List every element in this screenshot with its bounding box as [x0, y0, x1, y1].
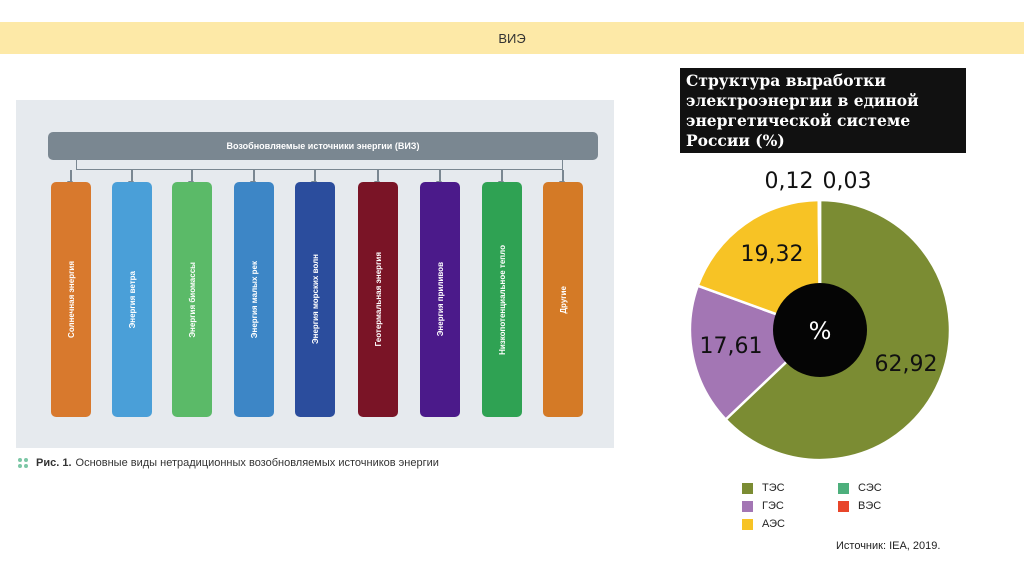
- source-label: Энергия морских волн: [310, 254, 320, 345]
- source-note: Источник: IEA, 2019.: [836, 540, 941, 552]
- arrow-icon: [250, 170, 256, 186]
- source-label: Низкопотенциальное тепло: [497, 244, 507, 355]
- legend-label: ВЭС: [858, 500, 882, 512]
- chart-title-box: Структура выработки электроэнергии в еди…: [680, 68, 966, 153]
- source-bar-sea-waves: Энергия морских волн: [295, 182, 335, 417]
- legend-swatch: [742, 482, 753, 494]
- header-bar: ВИЭ: [0, 22, 1024, 54]
- arrow-icon: [374, 170, 380, 186]
- source-label: Солнечная энергия: [66, 261, 76, 338]
- source-bar-low-grade-heat: Низкопотенциальное тепло: [482, 182, 522, 417]
- pie-center: [773, 283, 867, 377]
- source-bar-wind: Энергия ветра: [112, 182, 152, 417]
- caption-text: Основные виды нетрадиционных возобновляе…: [75, 457, 439, 469]
- arrow-icon: [498, 170, 504, 186]
- connector-line: [76, 160, 563, 170]
- arrow-icon: [436, 170, 442, 186]
- source-bar-biomass: Энергия биомассы: [172, 182, 212, 417]
- page-title: ВИЭ: [498, 30, 526, 46]
- arrow-icon: [67, 170, 73, 186]
- source-bar-other: Другие: [543, 182, 583, 417]
- legend-item: ГЭС: [742, 500, 784, 512]
- figure-caption: Рис. 1. Основные виды нетрадиционных воз…: [18, 457, 439, 469]
- legend-label: СЭС: [858, 482, 882, 494]
- arrow-icon: [311, 170, 317, 186]
- source-bar-solar: Солнечная энергия: [51, 182, 91, 417]
- legend-item: ВЭС: [838, 500, 881, 512]
- data-label-ВЭС: 0,03: [823, 169, 872, 194]
- legend-item: СЭС: [838, 482, 882, 494]
- arrow-icon: [559, 170, 565, 186]
- legend-swatch: [838, 482, 849, 494]
- legend-item: АЭС: [742, 518, 785, 530]
- caption-lead: Рис. 1.: [36, 457, 72, 469]
- legend-label: ТЭС: [762, 482, 785, 494]
- pie-chart: % 62,92 17,61 19,32 0,12 0,03: [688, 169, 952, 462]
- source-label: Другие: [558, 285, 568, 314]
- chart-legend: ТЭС СЭС ГЭС ВЭС АЭС: [742, 482, 912, 534]
- legend-item: ТЭС: [742, 482, 785, 494]
- legend-swatch: [838, 500, 849, 512]
- legend-swatch: [742, 500, 753, 512]
- legend-label: АЭС: [762, 518, 785, 530]
- data-label-ТЭС: 62,92: [875, 352, 938, 377]
- legend-swatch: [742, 518, 753, 530]
- source-label: Геотермальная энергия: [373, 252, 383, 347]
- renewable-sources-diagram: Возобновляемые источники энергии (ВИЗ) С…: [16, 100, 614, 448]
- source-bar-small-rivers: Энергия малых рек: [234, 182, 274, 417]
- arrow-icon: [188, 170, 194, 186]
- source-label: Энергия приливов: [435, 262, 445, 337]
- chart-title: Структура выработки электроэнергии в еди…: [686, 70, 919, 150]
- diagram-header: Возобновляемые источники энергии (ВИЗ): [48, 132, 598, 160]
- source-label: Энергия ветра: [127, 270, 137, 329]
- pie-center-label: %: [809, 317, 832, 345]
- legend-label: ГЭС: [762, 500, 784, 512]
- source-label: Энергия биомассы: [187, 261, 197, 338]
- source-label: Энергия малых рек: [249, 260, 259, 339]
- data-label-ГЭС: 17,61: [700, 334, 763, 359]
- source-bar-geothermal: Геотермальная энергия: [358, 182, 398, 417]
- data-label-АЭС: 19,32: [741, 242, 804, 267]
- source-bar-tides: Энергия приливов: [420, 182, 460, 417]
- dots-icon: [18, 458, 28, 468]
- arrow-icon: [128, 170, 134, 186]
- data-label-СЭС: 0,12: [765, 169, 814, 194]
